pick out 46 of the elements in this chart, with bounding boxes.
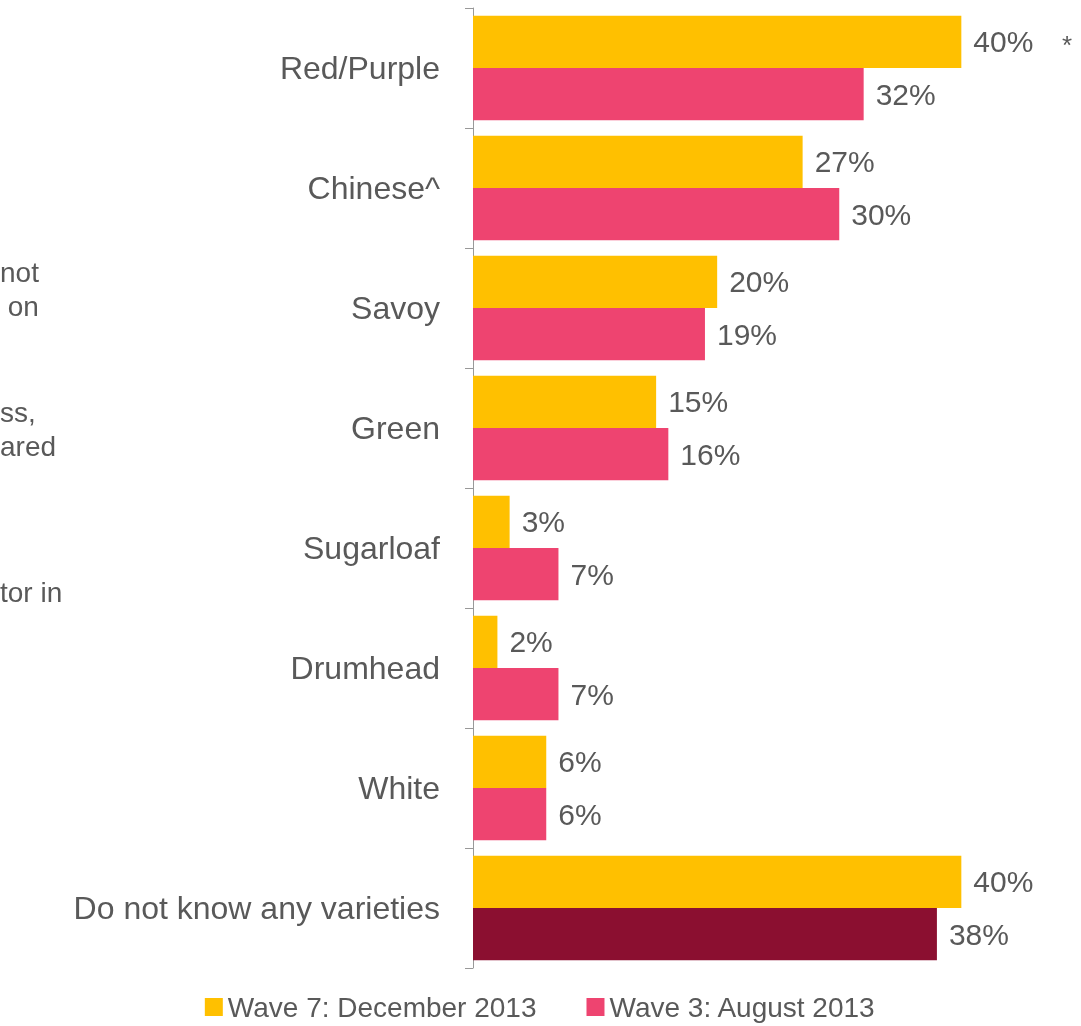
y-tick-label: Drumhead (290, 650, 440, 686)
y-tick-label: Green (351, 410, 440, 446)
bar (473, 615, 498, 668)
data-label: 40% (973, 25, 1034, 59)
y-tick-label: White (358, 770, 440, 806)
bar (473, 308, 705, 361)
text: * (1062, 30, 1073, 60)
data-label: 20% (729, 265, 790, 299)
bar (473, 428, 669, 481)
data-label: 38% (948, 917, 1009, 951)
text: tor in (0, 576, 63, 608)
bar (473, 135, 803, 188)
bar (473, 788, 547, 841)
y-tick-label: Savoy (351, 290, 440, 326)
y-tick-label: Red/Purple (279, 50, 440, 86)
bar (473, 68, 864, 121)
data-label: 40% (973, 865, 1034, 899)
y-tick-label: Do not know any varieties (73, 890, 440, 926)
bar (473, 15, 962, 68)
bar (473, 495, 510, 548)
bar (473, 908, 937, 961)
y-tick-label: Sugarloaf (303, 530, 441, 566)
data-label: 19% (716, 317, 778, 351)
data-label: 15% (668, 385, 729, 419)
data-label: 2% (509, 625, 553, 659)
legend-label: Wave 3: August 2013 (609, 991, 875, 1023)
text: not on (0, 256, 40, 322)
legend-label: Wave 7: December 2013 (227, 991, 537, 1023)
bar (473, 735, 547, 788)
data-label: 7% (570, 557, 614, 591)
bar (473, 548, 559, 601)
text: ss, ared (0, 396, 57, 462)
data-label: 6% (558, 797, 602, 831)
data-label: 3% (521, 505, 565, 539)
bar (473, 375, 657, 428)
data-label: 16% (680, 437, 741, 471)
data-label: 7% (570, 677, 614, 711)
y-tick-label: Chinese^ (307, 170, 440, 206)
bar (473, 668, 559, 721)
bar (473, 255, 718, 308)
data-label: 6% (558, 745, 602, 779)
data-label: 27% (814, 145, 875, 179)
data-label: 30% (851, 197, 912, 231)
bar (473, 188, 840, 241)
data-label: 32% (875, 77, 936, 111)
bar (473, 855, 962, 908)
